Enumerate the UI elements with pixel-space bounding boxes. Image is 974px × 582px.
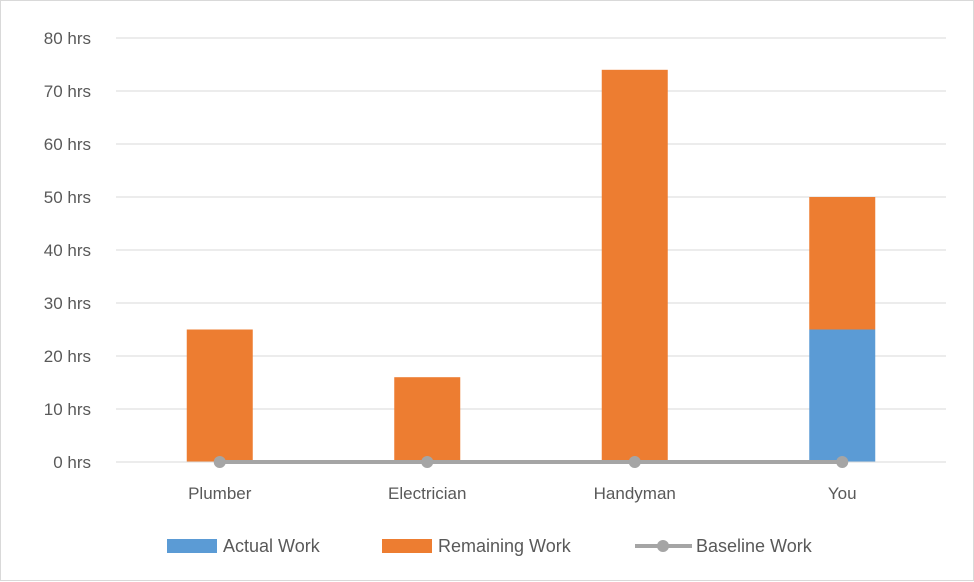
legend-label: Baseline Work <box>696 536 813 556</box>
bar-remaining-work <box>394 377 461 462</box>
x-axis-categories: Plumber Electrician Handyman You <box>188 484 857 503</box>
x-category-label: You <box>828 484 857 503</box>
baseline-series <box>116 456 946 468</box>
legend-swatch <box>382 539 432 553</box>
y-tick-label: 30 hrs <box>44 294 91 313</box>
y-tick-label: 40 hrs <box>44 241 91 260</box>
baseline-marker <box>421 456 434 468</box>
bar-remaining-work <box>601 69 668 463</box>
baseline-marker <box>628 456 641 468</box>
y-tick-label: 80 hrs <box>44 29 91 48</box>
bar-actual-work <box>809 329 876 462</box>
x-category-label: Plumber <box>188 484 252 503</box>
x-category-label: Handyman <box>594 484 676 503</box>
legend-swatch <box>167 539 217 553</box>
baseline-marker <box>836 456 849 468</box>
baseline-marker <box>213 456 226 468</box>
y-tick-label: 70 hrs <box>44 82 91 101</box>
y-tick-label: 0 hrs <box>53 453 91 472</box>
bar-remaining-work <box>809 197 876 330</box>
y-axis-ticks: 0 hrs 10 hrs 20 hrs 30 hrs 40 hrs 50 hrs 60 hr… <box>44 29 91 472</box>
bar-remaining-work <box>186 329 253 462</box>
y-tick-label: 60 hrs <box>44 135 91 154</box>
bars <box>186 69 876 463</box>
legend: Actual Work Remaining Work Baseline Work <box>167 536 813 556</box>
legend-label: Remaining Work <box>438 536 572 556</box>
y-tick-label: 50 hrs <box>44 188 91 207</box>
y-tick-label: 10 hrs <box>44 400 91 419</box>
x-category-label: Electrician <box>388 484 466 503</box>
grid-lines <box>116 37 946 410</box>
legend-marker <box>657 540 669 552</box>
legend-label: Actual Work <box>223 536 321 556</box>
y-tick-label: 20 hrs <box>44 347 91 366</box>
